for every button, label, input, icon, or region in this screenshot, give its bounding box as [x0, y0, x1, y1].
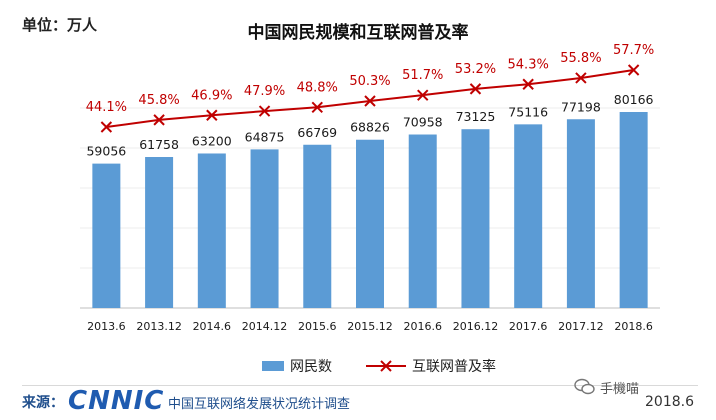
line-point-marker	[100, 121, 113, 133]
bar-value-label: 66769	[297, 125, 337, 140]
line-point-marker	[364, 95, 376, 107]
source-label: 来源：	[22, 395, 64, 411]
bar-2018.6	[619, 112, 648, 308]
line-point-marker	[417, 89, 429, 101]
legend: 网民数 互联网普及率	[0, 356, 716, 376]
bar-value-label: 77198	[561, 99, 601, 114]
line-value-label: 46.9%	[191, 88, 232, 103]
bar-2015.12	[356, 139, 384, 308]
bar-value-label: 75116	[508, 104, 548, 119]
x-tick-label: 2014.12	[242, 320, 288, 333]
line-value-label: 48.8%	[297, 80, 338, 95]
bar-2013.12	[145, 157, 174, 308]
line-value-label: 53.2%	[455, 62, 496, 77]
bar-value-label: 63200	[192, 133, 232, 148]
legend-line-label: 互联网普及率	[412, 359, 496, 375]
line-value-label: 50.3%	[349, 74, 390, 89]
x-tick-label: 2017.12	[558, 320, 604, 333]
bar-2016.12	[461, 129, 490, 308]
x-tick-label: 2015.6	[298, 320, 337, 333]
bar-value-label: 64875	[245, 129, 285, 144]
x-tick-label: 2015.12	[347, 320, 393, 333]
legend-item-line: 互联网普及率	[366, 356, 496, 376]
wechat-icon	[574, 378, 595, 395]
unit-label: 单位：万人	[22, 16, 98, 34]
line-point-marker	[153, 114, 165, 126]
line-value-label: 47.9%	[244, 84, 285, 99]
footer-date: 2018.6	[645, 394, 694, 410]
source-text: 中国互联网络发展状况统计调查	[168, 397, 351, 412]
x-tick-label: 2017.6	[509, 320, 548, 333]
bar-value-label: 59056	[86, 144, 126, 159]
legend-bar-label: 网民数	[290, 359, 332, 375]
footer-divider	[22, 385, 698, 386]
line-value-label: 54.3%	[508, 57, 549, 72]
bar-value-label: 68826	[350, 120, 390, 135]
x-tick-label: 2013.6	[87, 320, 126, 333]
legend-line-swatch	[366, 360, 406, 372]
line-value-label: 51.7%	[402, 68, 443, 83]
footer: 来源： CNNIC 中国互联网络发展状况统计调查 2018.6	[22, 386, 702, 416]
legend-item-bar: 网民数	[262, 356, 332, 376]
watermark-text: 手機喵	[600, 382, 640, 397]
cnnic-logo: CNNIC	[68, 386, 165, 416]
bar-2014.12	[250, 149, 279, 308]
combo-chart: 59056 2013.6 61758 2013.12 63200 2014.6 64875 2…	[80, 43, 660, 333]
bar-value-label: 80166	[614, 92, 654, 107]
line-point-marker	[206, 109, 218, 121]
line-value-label: 55.8%	[560, 51, 601, 66]
line-value-label: 57.7%	[613, 43, 654, 58]
bar-value-label: 61758	[139, 137, 179, 152]
chart-title: 中国网民规模和互联网普及率	[247, 23, 469, 43]
line-value-label: 45.8%	[138, 93, 179, 108]
line-point-marker	[627, 64, 640, 76]
bar-2017.6	[514, 124, 543, 308]
x-tick-label: 2014.6	[193, 320, 232, 333]
x-tick-label: 2016.12	[453, 320, 499, 333]
line-point-marker	[522, 78, 534, 90]
bar-2017.12	[566, 119, 595, 308]
bar-2016.6	[408, 134, 437, 308]
bar-2014.6	[197, 153, 226, 308]
x-tick-label: 2016.6	[403, 320, 442, 333]
bar-2013.6	[92, 163, 121, 308]
line-value-label: 44.1%	[86, 100, 127, 115]
line-point-marker	[575, 72, 587, 84]
x-tick-label: 2018.6	[614, 320, 653, 333]
x-tick-label: 2013.12	[136, 320, 182, 333]
bar-2015.6	[303, 144, 332, 308]
line-point-marker	[258, 105, 271, 117]
bar-value-label: 73125	[456, 109, 496, 124]
legend-bar-swatch	[262, 361, 284, 371]
line-point-marker	[469, 83, 482, 95]
line-point-marker	[311, 101, 323, 114]
bar-value-label: 70958	[403, 115, 443, 130]
